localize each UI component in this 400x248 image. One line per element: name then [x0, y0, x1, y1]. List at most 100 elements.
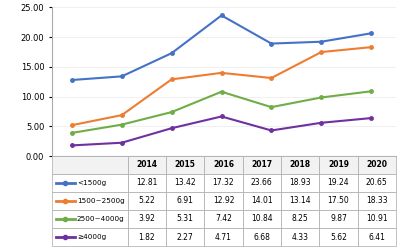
FancyBboxPatch shape — [52, 228, 128, 246]
FancyBboxPatch shape — [358, 174, 396, 192]
FancyBboxPatch shape — [204, 210, 243, 228]
FancyBboxPatch shape — [128, 192, 166, 210]
<1500g — [70, 79, 74, 82]
Text: 4.33: 4.33 — [292, 233, 309, 242]
2500~4000g — [369, 90, 374, 93]
Text: 4.71: 4.71 — [215, 233, 232, 242]
Text: 13.14: 13.14 — [289, 196, 311, 205]
FancyBboxPatch shape — [243, 174, 281, 192]
Text: 17.32: 17.32 — [213, 178, 234, 187]
Text: 12.92: 12.92 — [213, 196, 234, 205]
Text: 1.82: 1.82 — [138, 233, 155, 242]
Text: 2017: 2017 — [251, 160, 272, 169]
FancyBboxPatch shape — [204, 174, 243, 192]
Text: 2014: 2014 — [136, 160, 157, 169]
2500~4000g — [119, 123, 124, 126]
FancyBboxPatch shape — [204, 156, 243, 174]
<1500g — [119, 75, 124, 78]
FancyBboxPatch shape — [281, 156, 319, 174]
Text: 6.68: 6.68 — [254, 233, 270, 242]
≥4000g — [369, 117, 374, 120]
FancyBboxPatch shape — [358, 228, 396, 246]
Text: 1500~2500g: 1500~2500g — [77, 198, 125, 204]
≥4000g — [319, 121, 324, 124]
Text: 8.25: 8.25 — [292, 215, 308, 223]
FancyBboxPatch shape — [243, 210, 281, 228]
Text: 5.31: 5.31 — [177, 215, 194, 223]
Text: 10.84: 10.84 — [251, 215, 273, 223]
FancyBboxPatch shape — [319, 228, 358, 246]
Line: 2500~4000g: 2500~4000g — [70, 90, 373, 135]
FancyBboxPatch shape — [52, 174, 128, 192]
2500~4000g — [70, 131, 74, 134]
Text: 2016: 2016 — [213, 160, 234, 169]
Text: <1500g: <1500g — [77, 180, 106, 186]
FancyBboxPatch shape — [166, 228, 204, 246]
Text: 23.66: 23.66 — [251, 178, 273, 187]
Text: 7.42: 7.42 — [215, 215, 232, 223]
FancyBboxPatch shape — [281, 228, 319, 246]
FancyBboxPatch shape — [52, 210, 128, 228]
≥4000g — [219, 115, 224, 118]
Text: 12.81: 12.81 — [136, 178, 158, 187]
Text: 2019: 2019 — [328, 160, 349, 169]
1500~2500g — [169, 78, 174, 81]
2500~4000g — [269, 106, 274, 109]
FancyBboxPatch shape — [358, 156, 396, 174]
Text: 14.01: 14.01 — [251, 196, 273, 205]
1500~2500g — [119, 114, 124, 117]
FancyBboxPatch shape — [243, 228, 281, 246]
FancyBboxPatch shape — [319, 174, 358, 192]
Line: ≥4000g: ≥4000g — [70, 115, 373, 147]
FancyBboxPatch shape — [204, 228, 243, 246]
Text: 10.91: 10.91 — [366, 215, 388, 223]
FancyBboxPatch shape — [281, 174, 319, 192]
Text: 17.50: 17.50 — [328, 196, 349, 205]
FancyBboxPatch shape — [166, 156, 204, 174]
FancyBboxPatch shape — [319, 192, 358, 210]
Line: 1500~2500g: 1500~2500g — [70, 45, 373, 127]
FancyBboxPatch shape — [128, 174, 166, 192]
1500~2500g — [269, 77, 274, 80]
<1500g — [269, 42, 274, 45]
Text: 18.33: 18.33 — [366, 196, 388, 205]
FancyBboxPatch shape — [128, 228, 166, 246]
Text: 2015: 2015 — [175, 160, 196, 169]
Text: 2500~4000g: 2500~4000g — [77, 216, 125, 222]
<1500g — [369, 32, 374, 35]
FancyBboxPatch shape — [166, 174, 204, 192]
1500~2500g — [319, 51, 324, 54]
2500~4000g — [219, 90, 224, 93]
Text: 2020: 2020 — [366, 160, 387, 169]
2500~4000g — [319, 96, 324, 99]
FancyBboxPatch shape — [128, 156, 166, 174]
≥4000g — [119, 141, 124, 144]
Text: 6.41: 6.41 — [368, 233, 385, 242]
FancyBboxPatch shape — [243, 192, 281, 210]
≥4000g — [70, 144, 74, 147]
Text: 2.27: 2.27 — [177, 233, 194, 242]
Text: 13.42: 13.42 — [174, 178, 196, 187]
<1500g — [169, 52, 174, 55]
FancyBboxPatch shape — [243, 156, 281, 174]
1500~2500g — [369, 46, 374, 49]
≥4000g — [269, 129, 274, 132]
Line: <1500g: <1500g — [70, 14, 373, 82]
<1500g — [319, 40, 324, 43]
FancyBboxPatch shape — [281, 192, 319, 210]
FancyBboxPatch shape — [52, 156, 128, 174]
2500~4000g — [169, 111, 174, 114]
FancyBboxPatch shape — [166, 210, 204, 228]
≥4000g — [169, 127, 174, 130]
Text: 5.62: 5.62 — [330, 233, 347, 242]
Text: 3.92: 3.92 — [138, 215, 155, 223]
FancyBboxPatch shape — [358, 210, 396, 228]
FancyBboxPatch shape — [204, 192, 243, 210]
Text: 5.22: 5.22 — [138, 196, 155, 205]
Text: 19.24: 19.24 — [328, 178, 349, 187]
1500~2500g — [70, 124, 74, 127]
Text: 6.91: 6.91 — [177, 196, 194, 205]
<1500g — [219, 14, 224, 17]
FancyBboxPatch shape — [281, 210, 319, 228]
Text: ≥4000g: ≥4000g — [77, 234, 106, 240]
